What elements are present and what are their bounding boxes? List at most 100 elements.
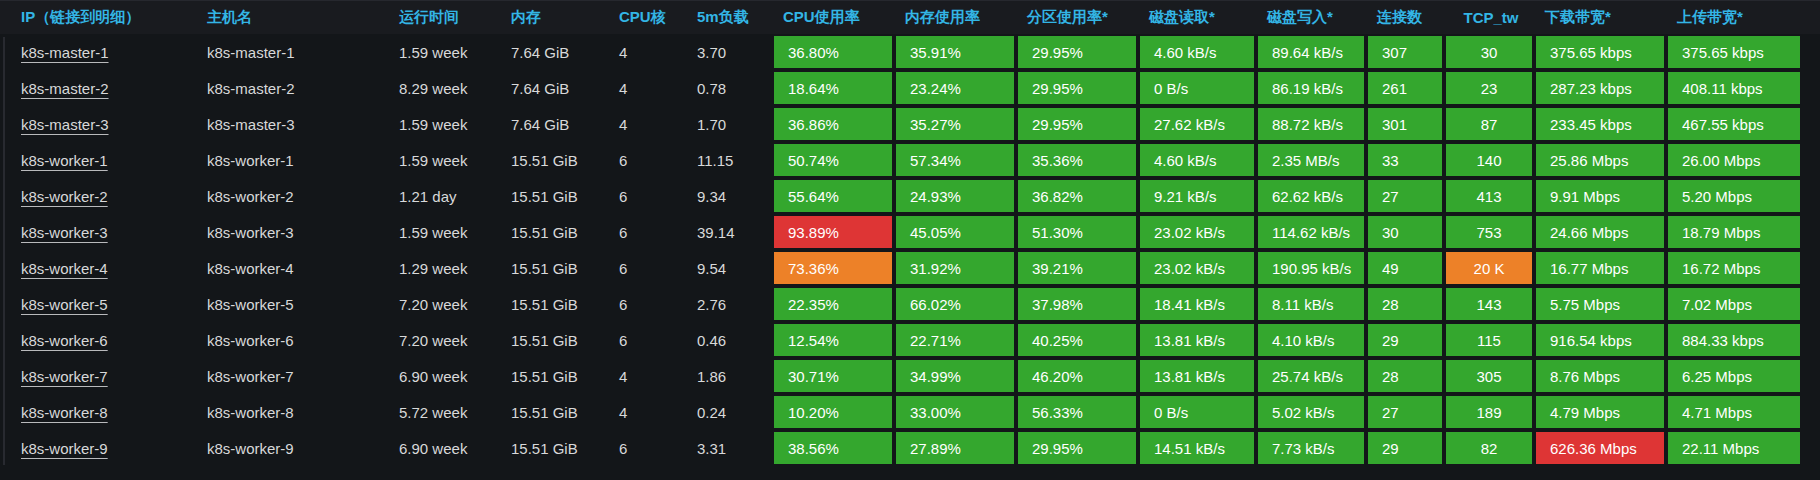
column-header-mem_usage[interactable]: 内存使用率 <box>896 8 1018 27</box>
cell-connections: 301 <box>1368 108 1442 140</box>
cell-memory: 7.64 GiB <box>502 34 610 70</box>
cell-load5m: 3.31 <box>688 430 774 466</box>
cell-cpu_usage: 30.71% <box>774 360 892 392</box>
column-header-uptime[interactable]: 运行时间 <box>390 8 502 27</box>
ip-detail-link[interactable]: k8s-worker-6 <box>21 332 108 349</box>
cell-connections: 27 <box>1368 396 1442 428</box>
column-header-disk_write[interactable]: 磁盘写入* <box>1258 8 1368 27</box>
node-metrics-table: IP（链接到明细）主机名运行时间内存CPU核5m负载CPU使用率内存使用率分区使… <box>0 1 1820 480</box>
column-header-cores[interactable]: CPU核 <box>610 8 688 27</box>
column-header-ip[interactable]: IP（链接到明细） <box>12 8 198 27</box>
cell-connections: 27 <box>1368 180 1442 212</box>
cell-tcp_tw: 413 <box>1446 180 1532 212</box>
table-row: k8s-master-3k8s-master-31.59 week7.64 Gi… <box>12 106 1820 142</box>
ip-detail-link[interactable]: k8s-worker-2 <box>21 188 108 205</box>
column-header-upload_bw[interactable]: 上传带宽* <box>1668 8 1804 27</box>
column-header-hostname[interactable]: 主机名 <box>198 8 390 27</box>
cell-memory: 15.51 GiB <box>502 214 610 250</box>
cell-disk_write: 25.74 kB/s <box>1258 360 1364 392</box>
cell-disk_read: 13.81 kB/s <box>1140 324 1254 356</box>
cell-ip: k8s-worker-5 <box>12 286 198 322</box>
cell-uptime: 8.29 week <box>390 70 502 106</box>
cell-load5m: 39.14 <box>688 214 774 250</box>
cell-connections: 49 <box>1368 252 1442 284</box>
ip-detail-link[interactable]: k8s-worker-7 <box>21 368 108 385</box>
column-header-cpu_usage[interactable]: CPU使用率 <box>774 8 896 27</box>
ip-detail-link[interactable]: k8s-master-3 <box>21 116 109 133</box>
cell-uptime: 7.20 week <box>390 286 502 322</box>
cell-disk_write: 7.73 kB/s <box>1258 432 1364 464</box>
cell-ip: k8s-worker-4 <box>12 250 198 286</box>
cell-download_bw: 233.45 kbps <box>1536 108 1664 140</box>
column-header-load5m[interactable]: 5m负载 <box>688 8 774 27</box>
cell-upload_bw: 18.79 Mbps <box>1668 216 1800 248</box>
cell-memory: 15.51 GiB <box>502 178 610 214</box>
cell-hostname: k8s-worker-5 <box>198 286 390 322</box>
cell-partition_usage: 29.95% <box>1018 432 1136 464</box>
cell-uptime: 1.21 day <box>390 178 502 214</box>
cell-memory: 15.51 GiB <box>502 430 610 466</box>
ip-detail-link[interactable]: k8s-worker-1 <box>21 152 108 169</box>
cell-partition_usage: 29.95% <box>1018 108 1136 140</box>
cell-disk_read: 0 B/s <box>1140 396 1254 428</box>
cell-ip: k8s-worker-2 <box>12 178 198 214</box>
cell-cores: 6 <box>610 214 688 250</box>
cell-tcp_tw: 30 <box>1446 36 1532 68</box>
table-row: k8s-worker-9k8s-worker-96.90 week15.51 G… <box>12 430 1820 466</box>
cell-download_bw: 16.77 Mbps <box>1536 252 1664 284</box>
column-header-tcp_tw[interactable]: TCP_tw <box>1446 9 1536 26</box>
cell-disk_read: 27.62 kB/s <box>1140 108 1254 140</box>
cell-mem_usage: 22.71% <box>896 324 1014 356</box>
cell-connections: 29 <box>1368 324 1442 356</box>
cell-download_bw: 4.79 Mbps <box>1536 396 1664 428</box>
column-header-connections[interactable]: 连接数 <box>1368 8 1446 27</box>
cell-memory: 15.51 GiB <box>502 358 610 394</box>
cell-uptime: 5.72 week <box>390 394 502 430</box>
ip-detail-link[interactable]: k8s-master-2 <box>21 80 109 97</box>
cell-tcp_tw: 143 <box>1446 288 1532 320</box>
cell-cpu_usage: 50.74% <box>774 144 892 176</box>
cell-memory: 7.64 GiB <box>502 106 610 142</box>
cell-tcp_tw: 189 <box>1446 396 1532 428</box>
cell-mem_usage: 33.00% <box>896 396 1014 428</box>
cell-load5m: 3.70 <box>688 34 774 70</box>
cell-mem_usage: 57.34% <box>896 144 1014 176</box>
column-header-disk_read[interactable]: 磁盘读取* <box>1140 8 1258 27</box>
cell-uptime: 1.59 week <box>390 142 502 178</box>
cell-disk_read: 14.51 kB/s <box>1140 432 1254 464</box>
ip-detail-link[interactable]: k8s-worker-5 <box>21 296 108 313</box>
cell-cores: 4 <box>610 70 688 106</box>
cell-cpu_usage: 55.64% <box>774 180 892 212</box>
ip-detail-link[interactable]: k8s-worker-8 <box>21 404 108 421</box>
ip-detail-link[interactable]: k8s-worker-9 <box>21 440 108 457</box>
column-header-download_bw[interactable]: 下载带宽* <box>1536 8 1668 27</box>
cell-disk_write: 4.10 kB/s <box>1258 324 1364 356</box>
cell-cores: 6 <box>610 430 688 466</box>
cell-hostname: k8s-worker-7 <box>198 358 390 394</box>
ip-detail-link[interactable]: k8s-master-1 <box>21 44 109 61</box>
cell-connections: 28 <box>1368 360 1442 392</box>
table-row: k8s-worker-7k8s-worker-76.90 week15.51 G… <box>12 358 1820 394</box>
cell-upload_bw: 4.71 Mbps <box>1668 396 1800 428</box>
cell-partition_usage: 51.30% <box>1018 216 1136 248</box>
table-row: k8s-worker-3k8s-worker-31.59 week15.51 G… <box>12 214 1820 250</box>
cell-uptime: 1.59 week <box>390 106 502 142</box>
ip-detail-link[interactable]: k8s-worker-3 <box>21 224 108 241</box>
cell-download_bw: 626.36 Mbps <box>1536 432 1664 464</box>
ip-detail-link[interactable]: k8s-worker-4 <box>21 260 108 277</box>
cell-upload_bw: 5.20 Mbps <box>1668 180 1800 212</box>
cell-memory: 15.51 GiB <box>502 250 610 286</box>
cell-partition_usage: 35.36% <box>1018 144 1136 176</box>
cell-cpu_usage: 36.86% <box>774 108 892 140</box>
cell-uptime: 1.59 week <box>390 34 502 70</box>
cell-download_bw: 5.75 Mbps <box>1536 288 1664 320</box>
cell-disk_read: 4.60 kB/s <box>1140 36 1254 68</box>
column-header-memory[interactable]: 内存 <box>502 8 610 27</box>
cell-upload_bw: 7.02 Mbps <box>1668 288 1800 320</box>
cell-cores: 4 <box>610 394 688 430</box>
cell-connections: 261 <box>1368 72 1442 104</box>
column-header-partition_usage[interactable]: 分区使用率* <box>1018 8 1140 27</box>
cell-memory: 15.51 GiB <box>502 286 610 322</box>
cell-upload_bw: 408.11 kbps <box>1668 72 1800 104</box>
cell-ip: k8s-master-2 <box>12 70 198 106</box>
